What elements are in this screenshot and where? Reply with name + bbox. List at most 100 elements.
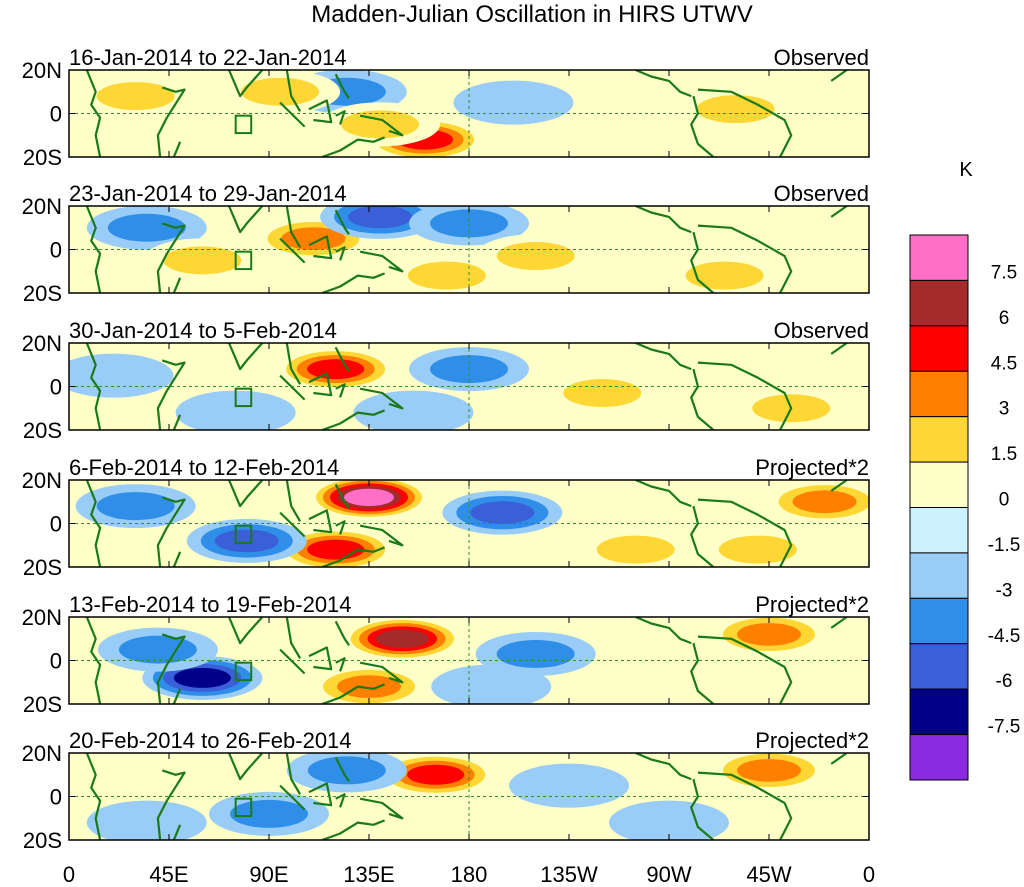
colorbar-swatch (909, 416, 969, 463)
coastline (359, 114, 404, 137)
coastline (334, 73, 350, 99)
coastline (85, 480, 102, 567)
colorbar-swatch (909, 507, 969, 554)
y-tick-label: 0 (50, 102, 62, 127)
region-box (234, 524, 253, 545)
coastline (830, 480, 848, 492)
anomaly-blob (209, 791, 329, 836)
colorbar-level-label: -3 (996, 580, 1013, 601)
coastline (285, 70, 302, 112)
coastline (830, 753, 848, 765)
coastline (359, 524, 404, 547)
coastline (279, 374, 306, 401)
colorbar-swatch (909, 461, 969, 509)
coastline (285, 343, 302, 385)
coastline (697, 88, 793, 157)
anomaly-blob (175, 390, 296, 430)
panel-kind-label: Projected*2 (755, 592, 869, 617)
coastline (172, 277, 182, 293)
coastline (690, 642, 715, 704)
anomaly-blob (86, 800, 207, 840)
anomaly-field (86, 753, 829, 840)
coastline (285, 206, 302, 248)
coastline (321, 683, 386, 704)
anomaly-blob (697, 527, 818, 567)
anomaly-blob (286, 753, 407, 793)
coastline (308, 372, 333, 397)
panel: 20N 0 20S 30-Jan-2014 to 5-Feb-2014 Observed (22, 318, 870, 443)
coastline (335, 520, 346, 535)
y-tick-label: 20S (23, 281, 62, 306)
panel-kind-label: Observed (774, 45, 869, 70)
y-tick-label: 20S (23, 555, 62, 580)
anomaly-blob (764, 480, 869, 524)
x-tick-label: 0 (863, 862, 875, 887)
colorbar-swatch (909, 234, 969, 281)
coastline (308, 235, 333, 260)
x-axis-labels: 0 45E 90E 135E 180 135W 90W 45W 0 (63, 862, 875, 887)
anomaly-blob (675, 87, 796, 132)
coastline (697, 498, 793, 567)
coastline (697, 635, 793, 704)
coastline (321, 546, 386, 567)
coastline (635, 480, 692, 508)
coastlines (85, 753, 848, 840)
coastline (830, 617, 848, 629)
coastline (85, 617, 102, 704)
coastlines (85, 480, 848, 567)
panels: 20N 0 20S 16-Jan-2014 to 22-Jan-2014 Observe… (22, 45, 870, 853)
coastline (308, 509, 333, 534)
coastline (227, 343, 264, 371)
coastline (321, 819, 386, 840)
coastline (172, 824, 182, 840)
panel-kind-label: Observed (774, 318, 869, 343)
coastline (635, 206, 692, 234)
coastline (334, 346, 350, 372)
coastline (85, 753, 102, 840)
x-tick-label: 135E (343, 862, 394, 887)
region-box (234, 797, 253, 818)
anomaly-blob (542, 371, 663, 416)
y-tick-label: 20S (23, 828, 62, 853)
panel-period-label: 23-Jan-2014 to 29-Jan-2014 (69, 181, 347, 206)
coastline (285, 753, 302, 795)
coastline (830, 70, 848, 82)
panel-period-label: 20-Feb-2014 to 26-Feb-2014 (69, 728, 352, 753)
anomaly-blob (431, 664, 552, 704)
colorbar-swatch (909, 643, 969, 690)
y-tick-label: 20S (23, 692, 62, 717)
coastline (690, 368, 715, 430)
anomaly-blob (386, 253, 507, 293)
coastlines (85, 206, 848, 293)
coastline (156, 359, 186, 430)
coastline (285, 480, 302, 522)
coastline (156, 496, 186, 567)
panel: 20N 0 20S 23-Jan-2014 to 29-Jan-2014 Observe… (22, 181, 870, 306)
anomaly-blob (186, 518, 307, 563)
y-tick-label: 20N (22, 468, 62, 493)
colorbar-level-label: -4.5 (988, 626, 1021, 647)
y-tick-label: 20N (22, 741, 62, 766)
coastline (227, 617, 264, 645)
colorbar-level-label: 4.5 (991, 353, 1017, 374)
coastline (308, 782, 333, 807)
anomaly-blob (97, 627, 218, 672)
coastline (308, 646, 333, 671)
chart-title: Madden-Julian Oscillation in HIRS UTWV (311, 1, 752, 28)
anomaly-blob (75, 74, 196, 119)
coastline (335, 657, 346, 672)
anomaly-blob (575, 527, 696, 567)
coastline (227, 753, 264, 781)
anomaly-blob (442, 490, 563, 535)
coastline (690, 505, 715, 567)
region-box (234, 114, 253, 135)
colorbar: K 7.5 6 4.5 3 1.5 0 -1.5 -3 -4.5 -6 -7.5 (909, 159, 1021, 781)
colorbar-swatch (909, 279, 969, 327)
colorbar-swatch (909, 552, 969, 599)
colorbar-swatch (909, 370, 969, 418)
anomaly-blob (453, 80, 574, 125)
panel: 20N 0 20S 13-Feb-2014 to 19-Feb-2014 Project… (22, 592, 870, 717)
panel-period-label: 30-Jan-2014 to 5-Feb-2014 (69, 318, 337, 343)
anomaly-blob (220, 70, 341, 114)
x-tick-label: 90E (249, 862, 288, 887)
